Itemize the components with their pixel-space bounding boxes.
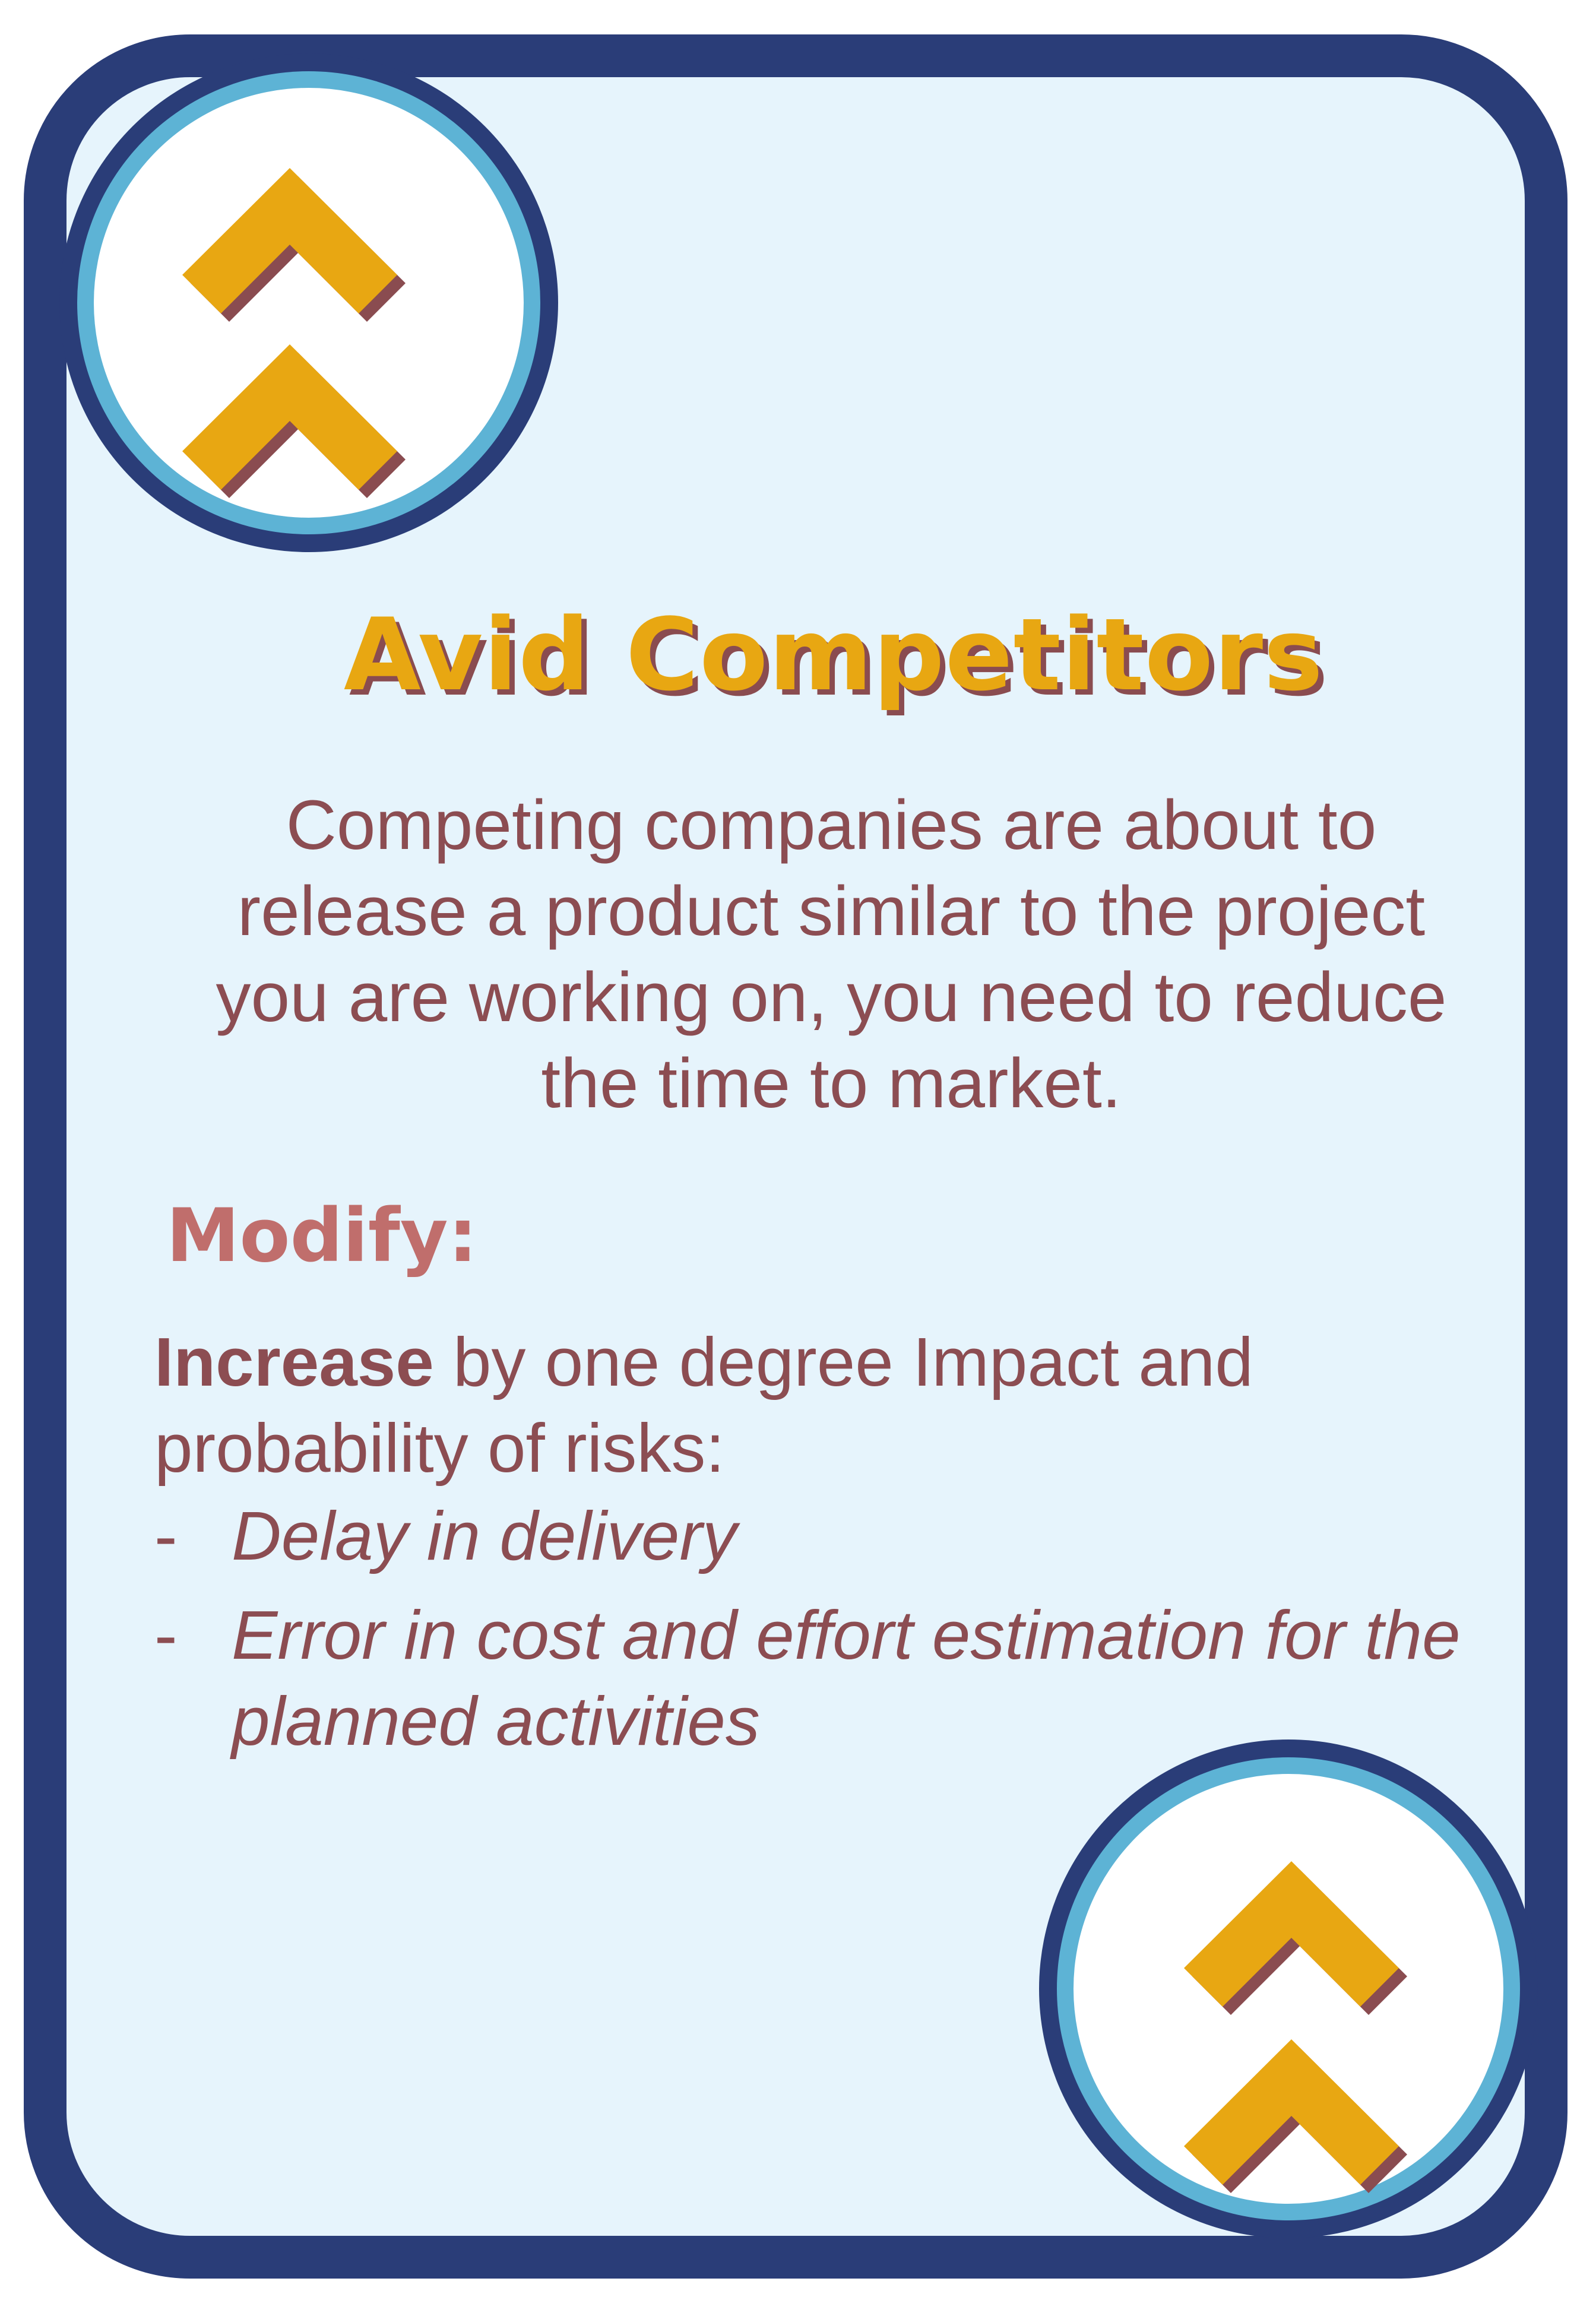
risk-item: - Error in cost and effort estimation fo… — [154, 1592, 1520, 1764]
risk-item: - Delay in delivery — [154, 1493, 1520, 1579]
badge-face — [94, 88, 524, 518]
modify-effect: Increase by one degree Impact and probab… — [154, 1319, 1520, 1491]
risk-bullet: - — [154, 1497, 178, 1574]
event-card — [24, 34, 1568, 2279]
risk-text: Error in cost and effort estimation for … — [232, 1596, 1461, 1760]
badge-bottom — [1039, 1739, 1538, 2238]
effect-action: Increase — [154, 1323, 434, 1401]
double-chevron-up-icon — [182, 168, 406, 498]
risk-list: - Delay in delivery - Error in cost and … — [154, 1493, 1520, 1777]
double-chevron-up-icon — [1184, 1861, 1407, 2193]
modify-label: Modify: — [166, 1193, 478, 1279]
card-description: Competing companies are about to release… — [216, 786, 1447, 1123]
risk-bullet: - — [154, 1596, 178, 1674]
badge-top — [59, 53, 558, 552]
risk-text: Delay in delivery — [232, 1497, 737, 1574]
effect-text: by one degree Impact and probability of … — [154, 1323, 1253, 1487]
card-title: Avid Competitors — [343, 597, 1324, 713]
